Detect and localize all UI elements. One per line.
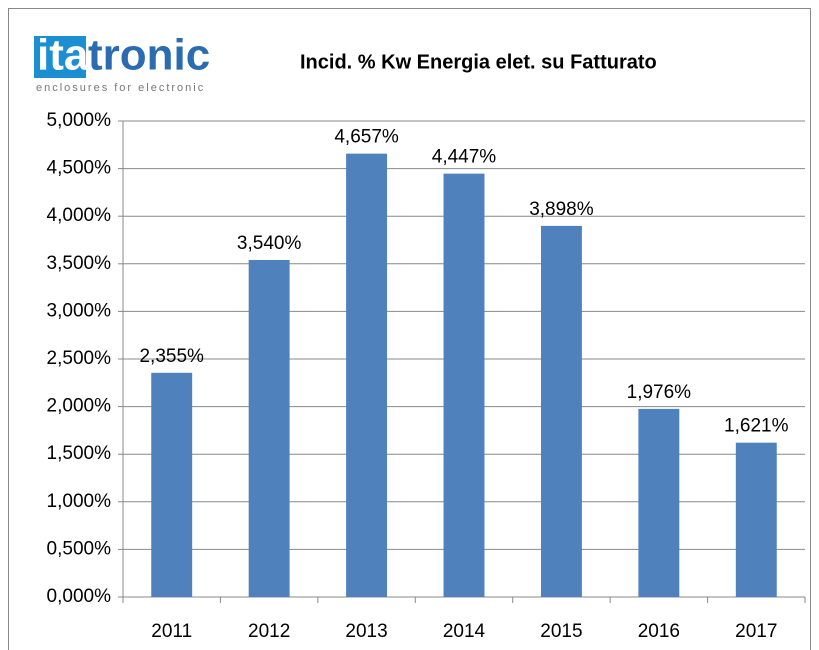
bar bbox=[638, 408, 680, 597]
bar bbox=[346, 153, 388, 597]
data-label: 2,355% bbox=[139, 346, 204, 367]
data-label: 3,898% bbox=[529, 199, 594, 220]
chart-title: Incid. % Kw Energia elet. su Fatturato bbox=[300, 51, 657, 73]
data-label: 1,621% bbox=[724, 416, 789, 437]
x-tick-label: 2013 bbox=[345, 621, 387, 642]
bar bbox=[735, 442, 777, 597]
logo-part2: tronic bbox=[88, 31, 210, 80]
y-tick-label: 2,500% bbox=[47, 348, 112, 369]
bar bbox=[151, 372, 193, 597]
bar bbox=[443, 173, 485, 597]
y-tick-label: 0,500% bbox=[47, 538, 112, 559]
y-tick-label: 0,000% bbox=[47, 586, 112, 607]
logo-part1: ital bbox=[37, 31, 101, 80]
x-tick-label: 2017 bbox=[735, 621, 777, 642]
y-tick-label: 4,000% bbox=[47, 205, 112, 226]
bar bbox=[540, 225, 582, 597]
y-tick-label: 2,000% bbox=[47, 396, 112, 417]
x-tick-label: 2016 bbox=[638, 621, 680, 642]
x-tick-label: 2015 bbox=[540, 621, 582, 642]
x-tick-label: 2014 bbox=[443, 621, 486, 642]
data-label: 3,540% bbox=[237, 233, 302, 254]
y-tick-label: 4,500% bbox=[47, 158, 112, 179]
y-tick-label: 5,000% bbox=[47, 110, 112, 131]
logo-tagline: enclosures for electronic bbox=[36, 82, 205, 94]
x-tick-label: 2012 bbox=[248, 621, 290, 642]
bar bbox=[248, 259, 290, 597]
x-tick-label: 2011 bbox=[151, 621, 192, 642]
y-tick-label: 1,000% bbox=[47, 491, 112, 512]
data-label: 4,447% bbox=[432, 147, 497, 168]
y-tick-label: 3,500% bbox=[47, 253, 112, 274]
data-label: 4,657% bbox=[334, 127, 399, 148]
chart-border bbox=[8, 8, 811, 650]
data-label: 1,976% bbox=[627, 382, 692, 403]
y-tick-label: 3,000% bbox=[47, 300, 112, 321]
logo-box bbox=[34, 36, 86, 78]
y-tick-label: 1,500% bbox=[47, 443, 112, 464]
